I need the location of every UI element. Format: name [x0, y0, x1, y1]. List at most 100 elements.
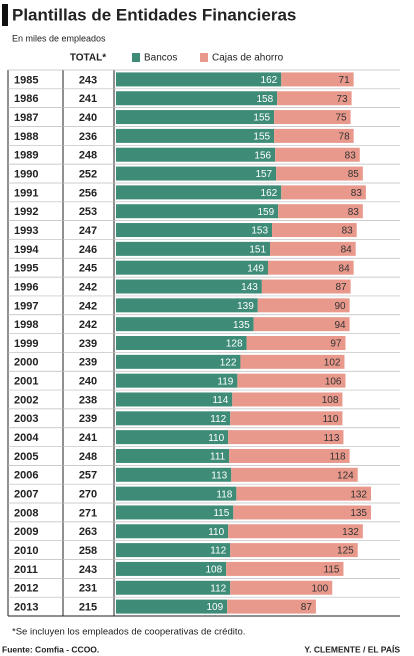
- value-label: 135: [233, 320, 250, 331]
- year-label: 1995: [14, 263, 38, 275]
- bar-segment: [116, 392, 233, 407]
- year-label: 2004: [14, 432, 39, 444]
- year-label: 1998: [14, 319, 38, 331]
- bar-segment: [116, 411, 231, 426]
- year-label: 1993: [14, 225, 38, 237]
- value-label: 73: [336, 94, 348, 105]
- value-label: 110: [208, 527, 224, 538]
- value-label: 108: [205, 565, 222, 576]
- note: *Se incluyen los empleados de cooperativ…: [12, 627, 245, 638]
- bar-segment: [116, 317, 254, 332]
- value-label: 109: [206, 602, 223, 613]
- total-value: 242: [79, 300, 97, 312]
- value-label: 112: [210, 414, 226, 425]
- value-label: 118: [330, 452, 346, 463]
- value-label: 159: [257, 207, 274, 218]
- bar-segment: [228, 430, 344, 445]
- bar-segment: [277, 91, 352, 106]
- value-label: 151: [249, 245, 266, 256]
- year-label: 2013: [14, 601, 38, 613]
- bar-segment: [270, 241, 356, 256]
- bar-segment: [116, 204, 279, 219]
- total-value: 243: [79, 74, 97, 86]
- value-label: 87: [301, 602, 313, 613]
- value-label: 106: [325, 376, 342, 387]
- total-value: 257: [79, 470, 97, 482]
- year-label: 1994: [14, 244, 39, 256]
- value-label: 83: [345, 150, 357, 161]
- total-value: 241: [79, 93, 97, 105]
- total-value: 258: [79, 545, 97, 557]
- total-value: 243: [79, 564, 97, 576]
- value-label: 84: [341, 245, 353, 256]
- bar-segment: [228, 524, 363, 539]
- value-label: 128: [226, 339, 243, 350]
- total-value: 239: [79, 338, 97, 350]
- value-label: 122: [220, 357, 237, 368]
- value-label: 125: [337, 546, 354, 557]
- bar-segment: [116, 72, 282, 87]
- value-label: 118: [216, 489, 232, 500]
- bar-segment: [272, 223, 357, 238]
- value-label: 143: [241, 282, 258, 293]
- total-value: 231: [79, 583, 97, 595]
- bar-segment: [116, 128, 275, 143]
- bar-segment: [116, 223, 273, 238]
- total-value: 245: [79, 263, 97, 275]
- bar-segment: [116, 241, 271, 256]
- year-label: 2000: [14, 357, 38, 369]
- total-value: 252: [79, 168, 97, 180]
- credit: Y. CLEMENTE / EL PAÍS: [304, 644, 400, 654]
- bar-segment: [276, 166, 363, 181]
- bar-segment: [116, 486, 237, 501]
- year-label: 2009: [14, 526, 38, 538]
- bar-segment: [281, 72, 354, 87]
- value-label: 135: [350, 508, 367, 519]
- bar-segment: [116, 166, 277, 181]
- value-label: 108: [322, 395, 339, 406]
- total-value: 241: [79, 432, 97, 444]
- bar-segment: [253, 317, 350, 332]
- value-label: 112: [210, 546, 226, 557]
- value-label: 87: [335, 282, 347, 293]
- total-value: 256: [79, 187, 97, 199]
- year-label: 1989: [14, 150, 38, 162]
- bar-segment: [116, 543, 231, 558]
- year-label: 2007: [14, 489, 38, 501]
- bar-segment: [261, 279, 351, 294]
- subtitle: En miles de empleados: [12, 33, 106, 43]
- value-label: 115: [213, 508, 229, 519]
- bar-segment: [116, 185, 282, 200]
- bar-segment: [116, 467, 232, 482]
- value-label: 112: [210, 583, 226, 594]
- legend-label: Bancos: [144, 53, 177, 64]
- value-label: 153: [251, 226, 268, 237]
- year-label: 2008: [14, 507, 38, 519]
- bar-segment: [116, 91, 278, 106]
- value-label: 111: [210, 452, 226, 463]
- bar-segment: [227, 599, 316, 614]
- year-label: 1985: [14, 74, 38, 86]
- value-label: 115: [324, 565, 340, 576]
- value-label: 75: [335, 113, 347, 124]
- year-label: 2003: [14, 413, 38, 425]
- year-label: 2005: [14, 451, 38, 463]
- total-value: 239: [79, 357, 97, 369]
- legend-label: Cajas de ahorro: [212, 53, 284, 64]
- year-label: 1987: [14, 112, 38, 124]
- year-label: 2006: [14, 470, 38, 482]
- value-label: 90: [334, 301, 346, 312]
- year-label: 1996: [14, 281, 38, 293]
- value-label: 155: [253, 113, 270, 124]
- value-label: 71: [339, 75, 351, 86]
- total-value: 238: [79, 394, 97, 406]
- value-label: 114: [212, 395, 228, 406]
- bar-segment: [267, 260, 354, 275]
- bar-segment: [246, 336, 346, 350]
- value-label: 119: [217, 376, 233, 387]
- value-label: 78: [339, 132, 351, 143]
- value-label: 83: [342, 226, 354, 237]
- bar-segment: [116, 561, 227, 576]
- year-label: 2001: [14, 376, 38, 388]
